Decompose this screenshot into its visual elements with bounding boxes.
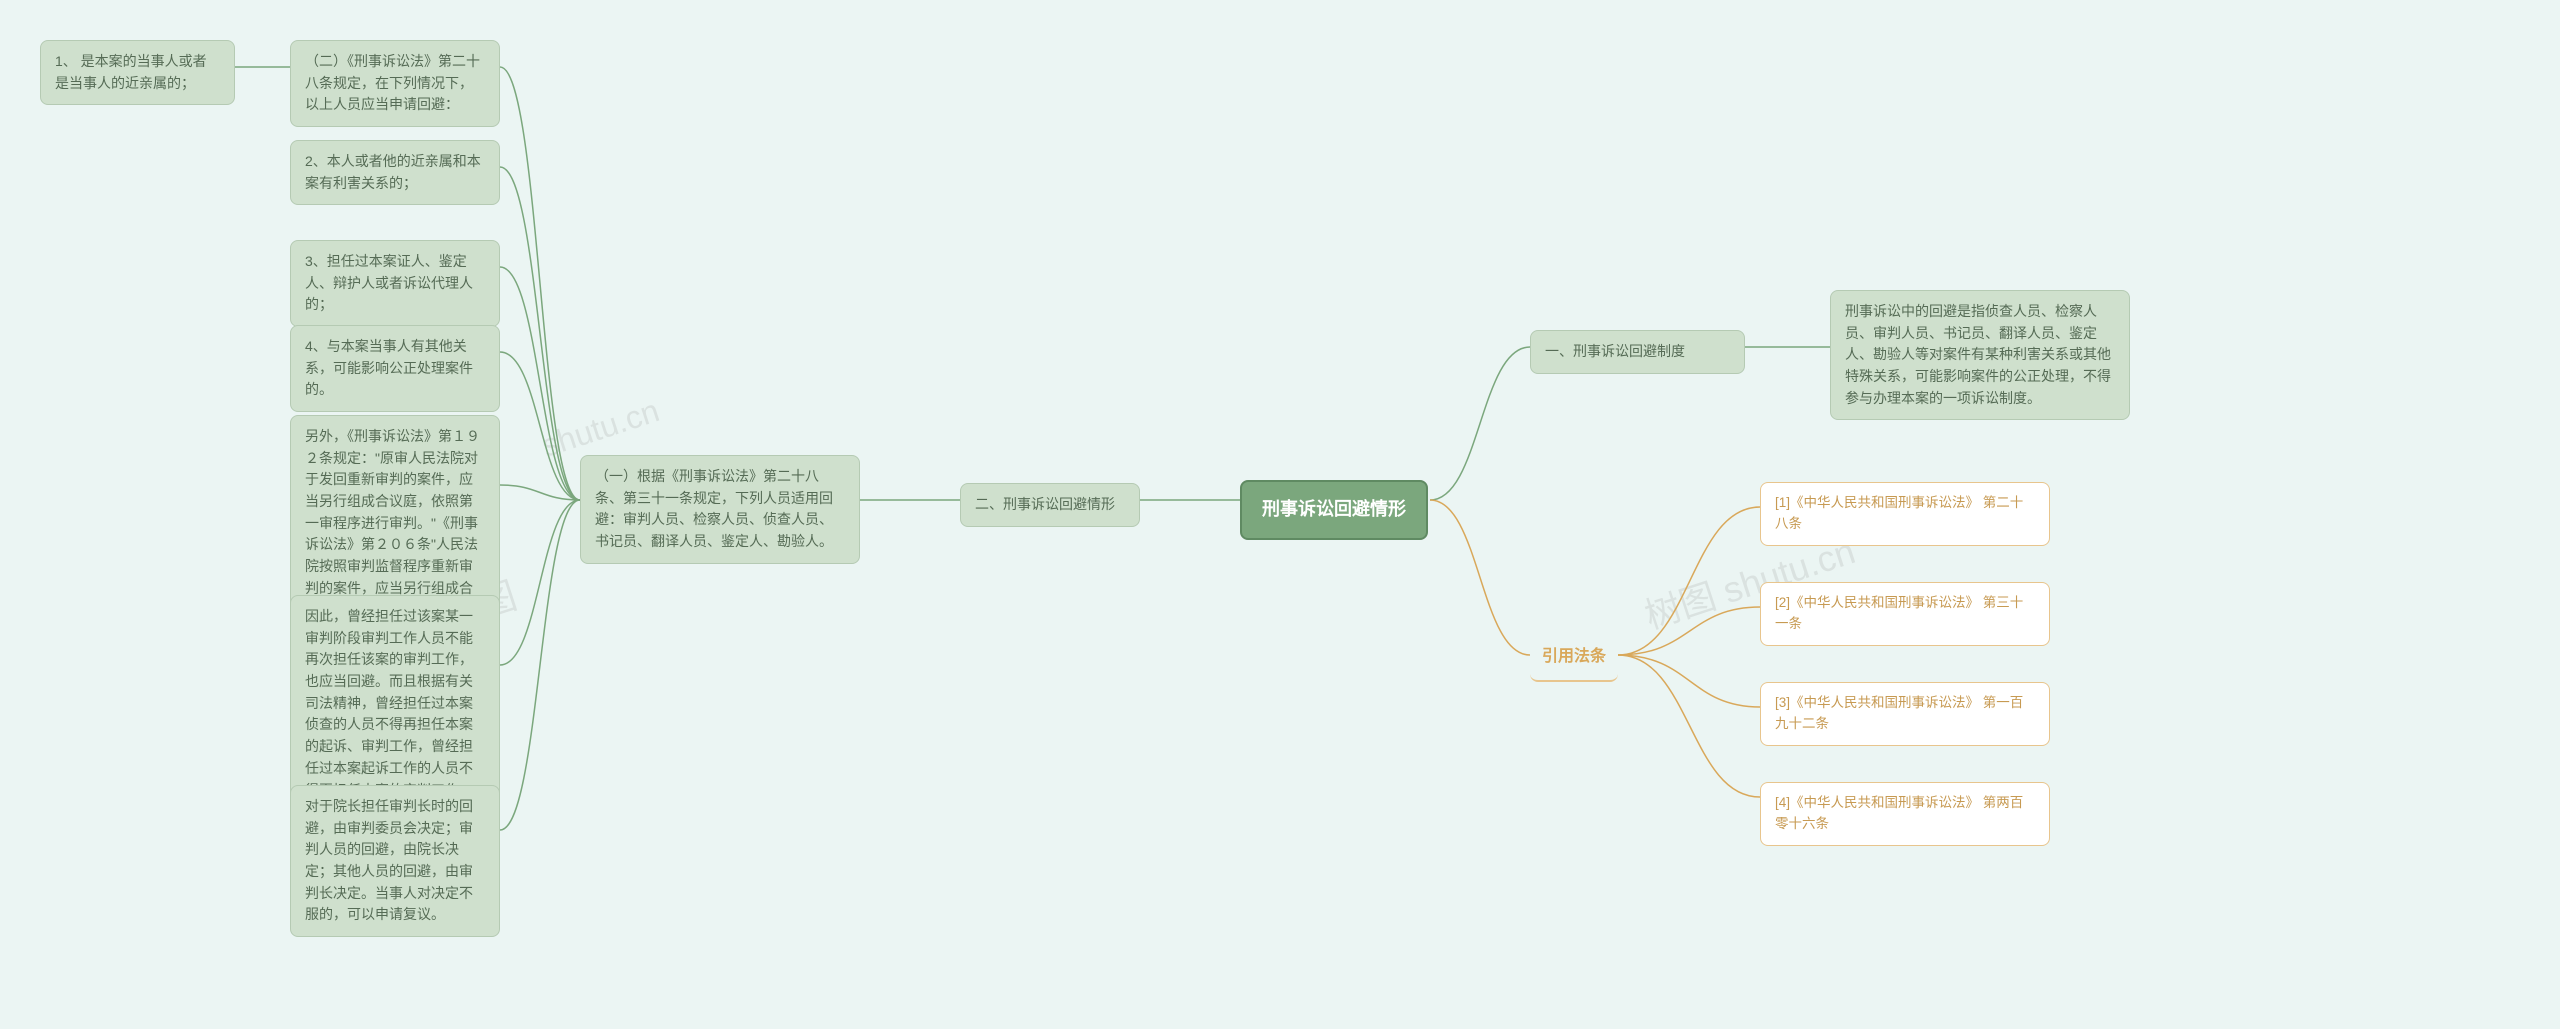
sub2-item1-text: 1、 是本案的当事人或者是当事人的近亲属的；	[55, 53, 207, 91]
cites-title[interactable]: 引用法条	[1530, 635, 1618, 682]
sub1-node: （一）根据《刑事诉讼法》第二十八条、第三十一条规定，下列人员适用回避：审判人员、…	[580, 455, 860, 564]
cite-3-text: [3]《中华人民共和国刑事诉讼法》 第一百九十二条	[1775, 695, 2023, 731]
root-node[interactable]: 刑事诉讼回避情形	[1240, 480, 1428, 540]
section1-title[interactable]: 一、刑事诉讼回避制度	[1530, 330, 1745, 374]
detail-7: 对于院长担任审判长时的回避，由审判委员会决定；审判人员的回避，由院长决定；其他人…	[290, 785, 500, 937]
cite-item-2: [2]《中华人民共和国刑事诉讼法》 第三十一条	[1760, 582, 2050, 646]
cite-1-text: [1]《中华人民共和国刑事诉讼法》 第二十八条	[1775, 495, 2023, 531]
detail-4-text: 4、与本案当事人有其他关系，可能影响公正处理案件的。	[305, 338, 473, 397]
detail-4: 4、与本案当事人有其他关系，可能影响公正处理案件的。	[290, 325, 500, 412]
watermark-1: shutu.cn	[537, 392, 663, 465]
cite-item-1: [1]《中华人民共和国刑事诉讼法》 第二十八条	[1760, 482, 2050, 546]
section1-body: 刑事诉讼中的回避是指侦查人员、检察人员、审判人员、书记员、翻译人员、鉴定人、勘验…	[1830, 290, 2130, 420]
sub2-item1: 1、 是本案的当事人或者是当事人的近亲属的；	[40, 40, 235, 105]
cite-item-4: [4]《中华人民共和国刑事诉讼法》 第两百零十六条	[1760, 782, 2050, 846]
cite-item-3: [3]《中华人民共和国刑事诉讼法》 第一百九十二条	[1760, 682, 2050, 746]
detail-6-text: 因此，曾经担任过该案某一审判阶段审判工作人员不能再次担任该案的审判工作，也应当回…	[305, 608, 473, 798]
detail-3: 3、担任过本案证人、鉴定人、辩护人或者诉讼代理人的；	[290, 240, 500, 327]
cite-2-text: [2]《中华人民共和国刑事诉讼法》 第三十一条	[1775, 595, 2023, 631]
cite-4-text: [4]《中华人民共和国刑事诉讼法》 第两百零十六条	[1775, 795, 2023, 831]
cites-title-text: 引用法条	[1542, 648, 1606, 665]
sub2-title-text: （二）《刑事诉讼法》第二十八条规定，在下列情况下，以上人员应当申请回避：	[305, 53, 480, 112]
section2-title[interactable]: 二、刑事诉讼回避情形	[960, 483, 1140, 527]
sub1-text: （一）根据《刑事诉讼法》第二十八条、第三十一条规定，下列人员适用回避：审判人员、…	[595, 468, 833, 549]
detail-7-text: 对于院长担任审判长时的回避，由审判委员会决定；审判人员的回避，由院长决定；其他人…	[305, 798, 473, 922]
detail-6: 因此，曾经担任过该案某一审判阶段审判工作人员不能再次担任该案的审判工作，也应当回…	[290, 595, 500, 812]
detail-5-text: 另外，《刑事诉讼法》第１９２条规定："原审人民法院对于发回重新审判的案件，应当另…	[305, 428, 480, 618]
root-label: 刑事诉讼回避情形	[1262, 499, 1406, 519]
detail-2: 2、本人或者他的近亲属和本案有利害关系的；	[290, 140, 500, 205]
section1-title-text: 一、刑事诉讼回避制度	[1545, 343, 1685, 359]
section2-title-text: 二、刑事诉讼回避情形	[975, 496, 1115, 512]
sub2-title: （二）《刑事诉讼法》第二十八条规定，在下列情况下，以上人员应当申请回避：	[290, 40, 500, 127]
detail-3-text: 3、担任过本案证人、鉴定人、辩护人或者诉讼代理人的；	[305, 253, 473, 312]
detail-2-text: 2、本人或者他的近亲属和本案有利害关系的；	[305, 153, 481, 191]
section1-body-text: 刑事诉讼中的回避是指侦查人员、检察人员、审判人员、书记员、翻译人员、鉴定人、勘验…	[1845, 303, 2111, 406]
